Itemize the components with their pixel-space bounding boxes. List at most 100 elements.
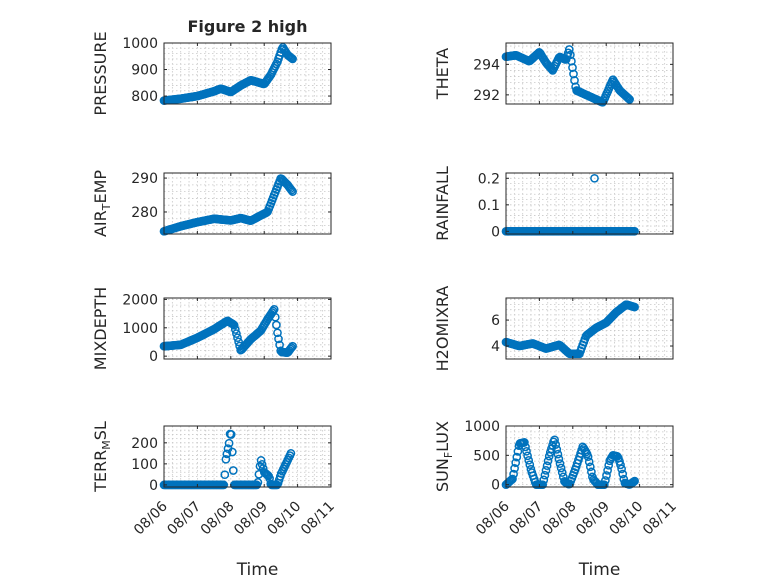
axes-frame (505, 172, 674, 235)
data-point (555, 459, 565, 468)
data-point (512, 452, 522, 462)
data-point (510, 464, 519, 473)
data-point (232, 329, 241, 338)
data-point (556, 463, 566, 473)
axes-frame (505, 297, 674, 360)
y-tick-label: 0.2 (478, 171, 500, 187)
y-axis-label: MIXDEPTH (91, 287, 110, 370)
x-axis-label: Time (236, 560, 279, 580)
x-tick-label: 08/07 (164, 499, 204, 539)
data-point (227, 447, 237, 457)
data-point (587, 467, 596, 477)
data-point (552, 445, 562, 454)
x-tick-label: 08/11 (640, 499, 680, 539)
y-axis-label: PRESSURE (91, 31, 110, 115)
data-point (228, 319, 238, 329)
data-point (234, 337, 243, 347)
subplot-rainfall: 0 0.1 0.2 RAINFALL (433, 166, 674, 241)
x-tick-label: 08/08 (198, 499, 238, 539)
y-tick-label: 292 (473, 88, 500, 104)
data-point (274, 334, 283, 344)
data-point (221, 454, 231, 464)
data-point (630, 226, 639, 236)
axes-frame (163, 172, 332, 235)
data-point (505, 476, 515, 486)
y-axis-label: H2OMIXRA (433, 286, 452, 372)
data-point (523, 451, 532, 461)
data-point (522, 446, 531, 456)
data-point (511, 458, 521, 468)
subplot-mixdepth: 0 1000 2000 MIXDEPTH (91, 287, 332, 370)
data-point (513, 447, 523, 456)
data-point (564, 45, 574, 54)
x-tick-label: 08/11 (298, 499, 338, 539)
x-tick-label: 08/06 (131, 498, 171, 538)
y-tick-label: 500 (473, 448, 500, 464)
y-tick-label: 0 (491, 478, 500, 494)
y-tick-label: 1000 (464, 419, 500, 435)
data-point (286, 448, 296, 458)
data-point (226, 430, 236, 439)
x-tick-label: 08/09 (231, 499, 271, 539)
data-point (229, 320, 239, 330)
data-point (520, 438, 529, 447)
y-axis-label: SUNFLUX (433, 421, 455, 492)
subplot-h2omixra: 4 6 H2OMIXRA (433, 286, 674, 372)
axes-frame (163, 42, 332, 105)
data-point (288, 341, 297, 351)
data-point (222, 449, 232, 459)
data-point (543, 456, 553, 466)
y-axis-label: AIRTEMP (91, 170, 113, 237)
data-point (228, 466, 238, 475)
subplot-pressure: 800 900 1000 PRESSURE Figure 2 high (91, 17, 332, 116)
y-tick-label: 2000 (122, 292, 158, 308)
data-point (525, 460, 535, 470)
y-tick-label: 1000 (122, 321, 158, 337)
data-point (256, 456, 266, 465)
y-tick-label: 0 (491, 224, 500, 240)
data-point (509, 469, 518, 479)
data-point (623, 93, 632, 102)
subplot-sun-flux: 0 500 1000 SUNFLUX 08/0608/0708/0808/0908/10… (433, 419, 680, 580)
y-tick-label: 200 (131, 436, 158, 452)
data-point (550, 435, 559, 445)
data-point (224, 438, 234, 448)
data-point (599, 480, 609, 490)
data-point (624, 94, 633, 103)
data-point (602, 471, 611, 480)
data-point (273, 328, 282, 338)
data-point (288, 187, 297, 196)
data-point (257, 460, 267, 469)
data-point (551, 440, 561, 449)
y-tick-label: 0 (149, 478, 158, 494)
data-point (230, 325, 240, 334)
data-point (590, 173, 599, 183)
data-point (286, 52, 295, 62)
data-point (253, 478, 263, 487)
data-point (287, 343, 296, 352)
data-point (618, 469, 628, 479)
data-point (539, 475, 549, 485)
y-tick-label: 6 (491, 313, 500, 329)
data-point (603, 466, 612, 475)
subplot-terr-msl: 0 100 200 TERRMSL 08/0608/0708/0808/0908/100… (91, 421, 338, 580)
y-tick-label: 290 (131, 171, 158, 187)
y-tick-label: 1000 (122, 36, 158, 52)
x-axis-label: Time (578, 560, 621, 580)
data-point (233, 333, 242, 343)
plot-area (163, 425, 332, 488)
y-axis-label: THETA (433, 48, 452, 100)
axes-frame (163, 425, 332, 488)
y-tick-label: 0.1 (478, 198, 500, 214)
data-point (601, 476, 610, 485)
chart-title: Figure 2 high (188, 17, 308, 36)
data-point (541, 466, 551, 475)
subplot-theta: 292 294 THETA (433, 42, 674, 107)
data-point (630, 476, 639, 486)
data-point (584, 457, 594, 467)
y-axis-label: RAINFALL (433, 166, 452, 241)
axes-frame (163, 297, 332, 360)
x-tick-label: 08/09 (573, 499, 613, 539)
